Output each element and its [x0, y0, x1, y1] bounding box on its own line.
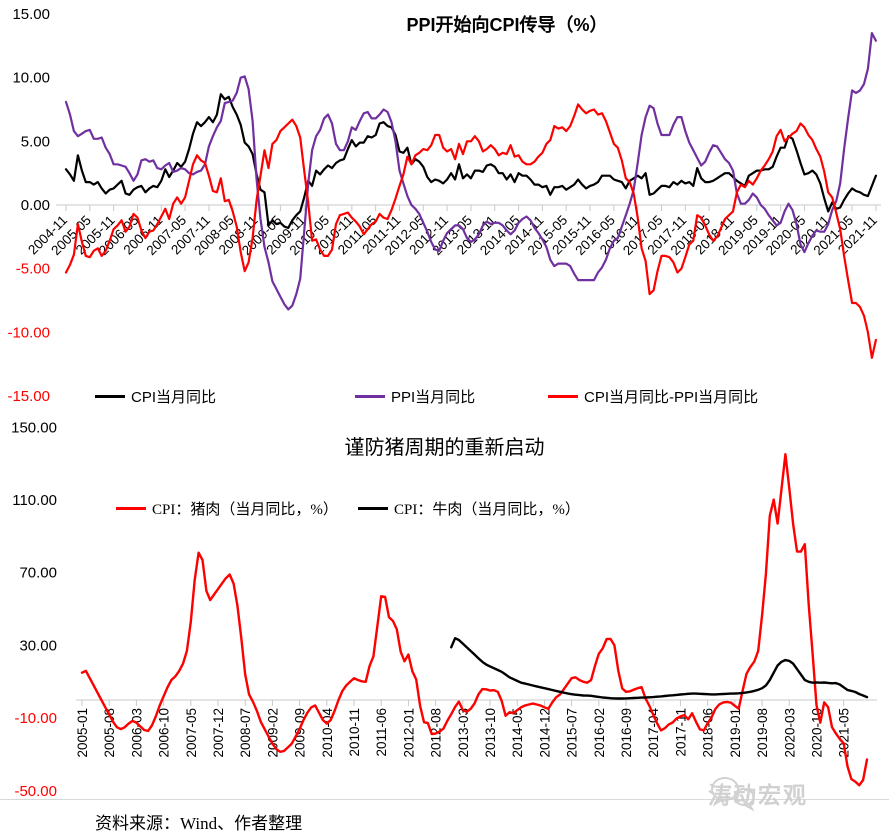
source-note: 资料来源：Wind、作者整理 — [95, 814, 303, 833]
y-tick-label: 10.00 — [12, 70, 50, 87]
x-tick-label: 2011-06 — [374, 708, 389, 757]
x-tick-label: 2010-11 — [347, 708, 362, 757]
series-line-1 — [64, 31, 878, 311]
diff-line-swatch — [548, 394, 578, 398]
legend-label-ppi: PPI当月同比 — [391, 388, 476, 406]
y-tick-label: -50.00 — [14, 783, 57, 800]
x-tick-label: 2018-06 — [701, 708, 716, 758]
top-chart-svg: 2004-112005-052005-112006-052006-112007-… — [7, 6, 881, 405]
y-tick-label: 30.00 — [19, 637, 57, 654]
x-tick-label: 2007-05 — [184, 708, 199, 758]
y-tick-label: -10.00 — [14, 710, 57, 727]
y-tick-label: -15.00 — [7, 388, 50, 405]
series-line-1 — [450, 637, 869, 700]
y-tick-label: -5.00 — [16, 261, 50, 278]
chart-bottom-border — [0, 799, 889, 800]
x-tick-label: 2019-01 — [728, 708, 743, 758]
legend-label-cpi: CPI当月同比 — [131, 388, 217, 406]
y-tick-label: -10.00 — [7, 324, 50, 341]
beef-line-swatch — [358, 506, 388, 510]
x-tick-label: 2020-03 — [782, 708, 797, 758]
x-tick-label: 2006-03 — [129, 708, 144, 758]
x-tick-label: 2016-02 — [592, 708, 607, 758]
x-tick-label: 2014-12 — [537, 708, 552, 758]
x-tick-label: 2006-10 — [157, 708, 172, 758]
legend-item-cpi: CPI当月同比 — [95, 388, 217, 406]
wechat-logo-icon — [711, 777, 755, 811]
legend-label-beef: CPI：牛肉（当月同比，%） — [394, 501, 580, 518]
series-line-0 — [64, 93, 878, 229]
legend-label-cpi-minus-ppi: CPI当月同比-PPI当月同比 — [584, 388, 759, 406]
watermark-text: 涛动宏观 — [708, 783, 808, 808]
bottom-chart-title: 谨防猪周期的重新启动 — [344, 437, 545, 459]
pork-line-swatch — [116, 506, 146, 510]
x-tick-label: 2016-09 — [619, 708, 634, 758]
legend-label-pork: CPI：猪肉（当月同比，%） — [152, 501, 338, 518]
x-tick-label: 2012-01 — [401, 708, 416, 758]
ppi-line-swatch — [355, 394, 385, 398]
x-tick-label: 2007-12 — [211, 708, 226, 758]
y-tick-label: 15.00 — [12, 6, 50, 23]
y-tick-label: 150.00 — [11, 419, 57, 436]
legend-item-pork: CPI：猪肉（当月同比，%） — [116, 500, 338, 518]
y-tick-label: 110.00 — [12, 492, 57, 509]
x-tick-label: 2005-01 — [75, 708, 90, 758]
top-chart-title: PPI开始向CPI传导（%） — [406, 15, 608, 35]
x-tick-label: 2019-08 — [755, 708, 770, 758]
x-tick-label: 2008-07 — [238, 708, 253, 758]
x-tick-label: 2013-03 — [456, 708, 471, 758]
cpi-line-swatch — [95, 394, 125, 398]
bottom-chart-svg: 2005-01 2005-08 2006-03 2006-10 2007-05 2007-… — [11, 419, 877, 800]
y-tick-label: 70.00 — [19, 565, 57, 582]
x-tick-label: 2017-04 — [646, 708, 661, 758]
x-tick-label: 2021-05 — [837, 708, 852, 758]
series-line-0 — [80, 453, 869, 787]
legend-item-beef: CPI：牛肉（当月同比，%） — [358, 500, 580, 518]
x-tick-label: 2017-11 — [673, 708, 688, 757]
watermark: 涛动宏观 — [708, 776, 808, 811]
legend-item-ppi: PPI当月同比 — [355, 388, 476, 406]
x-tick-label: 2015-07 — [565, 708, 580, 758]
y-tick-label: 0.00 — [21, 197, 50, 214]
x-tick-label: 2013-10 — [483, 708, 498, 758]
y-tick-label: 5.00 — [21, 133, 50, 150]
legend-item-cpi-minus-ppi: CPI当月同比-PPI当月同比 — [548, 388, 759, 406]
series-line-2 — [64, 103, 878, 359]
x-tick-label: 2014-05 — [510, 708, 525, 758]
x-tick-label: 2009-02 — [265, 708, 280, 758]
